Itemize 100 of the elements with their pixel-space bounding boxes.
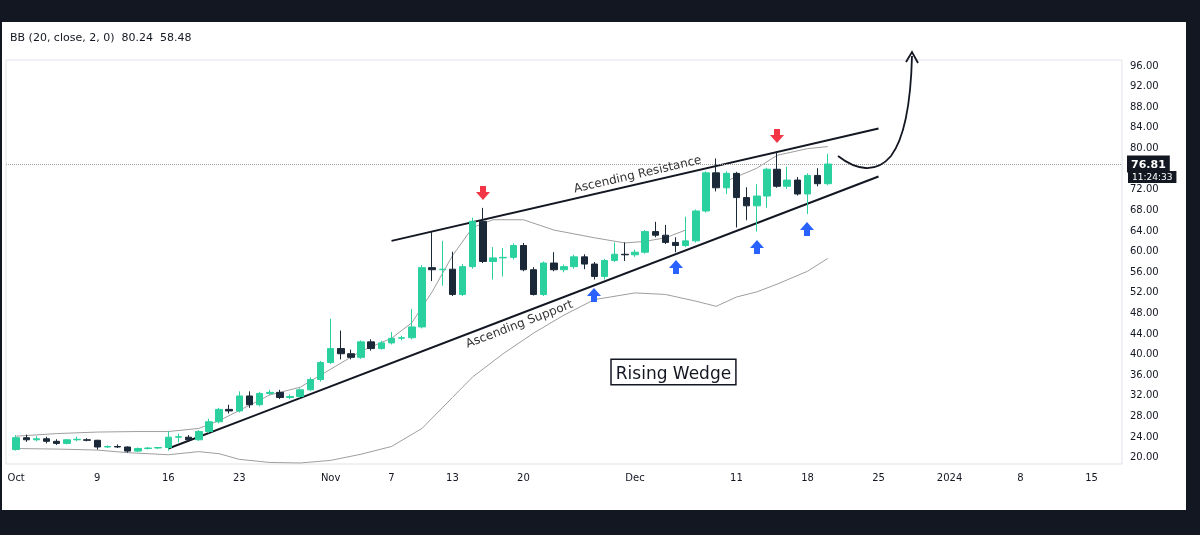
x-tick-label: 20 (517, 471, 530, 483)
candlestick (23, 434, 30, 443)
y-tick-label: 36.00 (1130, 368, 1159, 380)
y-tick-label: 40.00 (1130, 348, 1159, 360)
x-tick-label: 13 (446, 471, 459, 483)
x-tick-label: 16 (161, 471, 175, 483)
candlestick (702, 170, 710, 214)
x-tick-label: 2024 (936, 471, 963, 483)
candlestick (53, 438, 60, 446)
candlestick (144, 446, 152, 451)
y-tick-label: 92.00 (1130, 80, 1159, 92)
candlestick (12, 434, 20, 452)
y-tick-label: 52.00 (1130, 286, 1159, 298)
candlestick (449, 251, 456, 297)
candlestick (408, 308, 416, 340)
candlestick (154, 446, 162, 450)
x-tick-label: 9 (94, 471, 101, 483)
candlestick (296, 387, 304, 399)
candlestick (388, 331, 395, 345)
candlestick (540, 260, 547, 297)
candlestick (83, 437, 91, 442)
candlestick (510, 242, 517, 260)
x-tick-label: Dec (625, 471, 645, 483)
candlestick (601, 258, 608, 281)
candlestick (286, 393, 294, 400)
x-tick-label: 11 (730, 471, 743, 483)
x-tick-label: Nov (320, 471, 341, 483)
candlestick (185, 434, 192, 443)
candlestick (165, 430, 172, 452)
y-tick-label: 72.00 (1130, 183, 1159, 195)
candlestick (307, 376, 314, 392)
candlestick (43, 436, 50, 444)
candlestick (459, 263, 466, 297)
candlestick (236, 390, 243, 413)
candlestick (672, 236, 679, 253)
y-tick-label: 80.00 (1130, 142, 1159, 154)
candlestick (398, 335, 405, 341)
candlestick (682, 216, 689, 248)
ref-line-label: 76.81 (1131, 157, 1166, 171)
y-tick-label: 44.00 (1130, 327, 1159, 339)
candlestick (763, 167, 771, 209)
text: 11:24:33 (1132, 171, 1173, 182)
candlestick (824, 153, 832, 186)
candlestick (753, 183, 761, 233)
candlestick (814, 167, 821, 187)
candlestick (175, 433, 182, 443)
y-tick-label: 96.00 (1130, 59, 1159, 71)
x-tick-label: 8 (1017, 471, 1024, 483)
candlestick (530, 266, 537, 296)
candlestick (114, 443, 121, 449)
candlestick (266, 389, 274, 396)
candlestick (276, 389, 284, 400)
candlestick (469, 217, 476, 270)
annotation: Rising Wedge (615, 362, 732, 383)
candlestick (246, 390, 253, 409)
candlestick (570, 254, 578, 270)
candlestick (560, 264, 568, 273)
candlestick (418, 264, 426, 329)
x-tick-label: 18 (801, 471, 814, 483)
candlestick (225, 404, 233, 414)
candlestick (195, 429, 203, 442)
candlestick (743, 186, 750, 221)
candlestick (591, 261, 598, 281)
x-tick-label: Oct (7, 471, 25, 483)
candlestick (63, 438, 71, 445)
y-tick-label: 56.00 (1130, 265, 1159, 277)
candlestick (134, 447, 142, 453)
x-tick-label: 7 (388, 471, 395, 483)
y-tick-label: 28.00 (1130, 410, 1159, 422)
y-tick-label: 24.00 (1130, 430, 1159, 442)
candlestick (104, 444, 111, 449)
x-tick-label: 15 (1085, 471, 1098, 483)
candlestick (692, 208, 700, 243)
candlestick (520, 242, 527, 272)
candlestick (256, 391, 263, 407)
candlestick (733, 171, 740, 228)
candlestick (783, 166, 791, 190)
candlestick (723, 170, 730, 195)
candlestick (215, 407, 223, 424)
candlestick (33, 435, 40, 442)
y-tick-label: 84.00 (1130, 121, 1159, 133)
candlestick (641, 229, 649, 255)
candlestick (489, 246, 497, 281)
y-tick-label: 60.00 (1130, 245, 1159, 257)
candlestick (439, 240, 446, 287)
candlestick (327, 318, 334, 365)
candlestick (499, 247, 507, 277)
candlestick (347, 349, 355, 360)
candlestick (205, 418, 213, 434)
candlestick (124, 445, 131, 454)
candlestick (337, 330, 345, 360)
x-tick-label: 23 (232, 471, 246, 483)
candlestick (317, 360, 324, 383)
candlestick (804, 172, 811, 215)
candlestick (581, 253, 588, 270)
candlestick (662, 224, 669, 245)
y-tick-label: 64.00 (1130, 224, 1159, 236)
y-tick-label: 88.00 (1130, 100, 1159, 112)
candlestick (357, 339, 365, 360)
candlestick (794, 176, 801, 197)
